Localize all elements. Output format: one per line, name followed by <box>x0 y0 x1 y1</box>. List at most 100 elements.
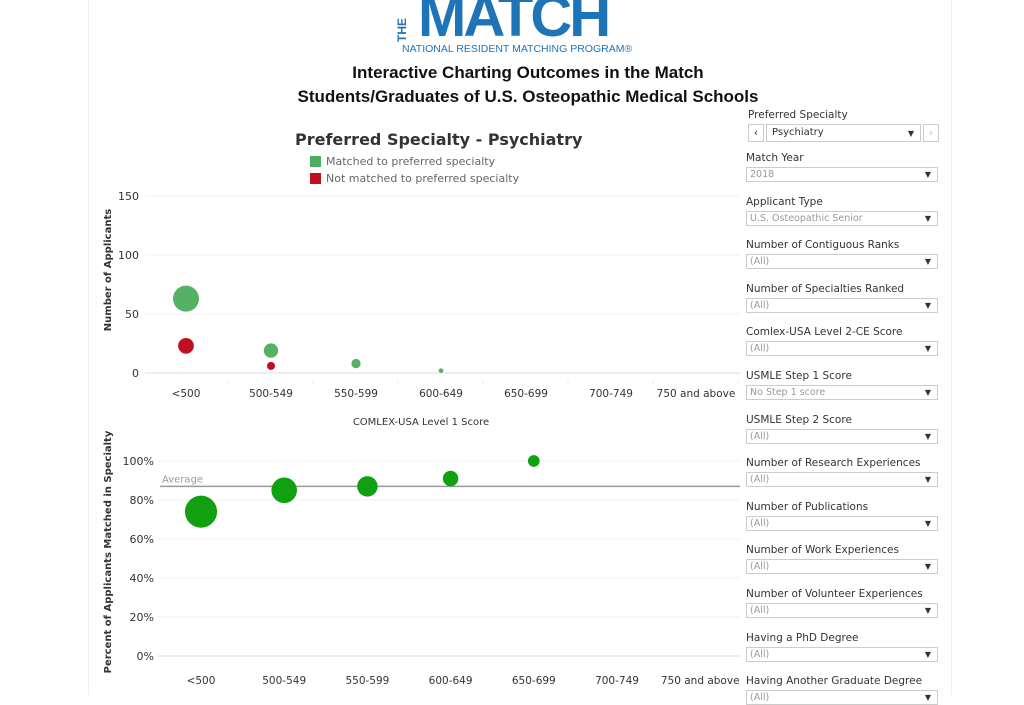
y-axis-title: Number of Applicants <box>103 209 114 331</box>
x-tick-label: 750 and above <box>657 388 736 400</box>
chevron-down-icon: ▼ <box>924 300 931 310</box>
page-title: Interactive Charting Outcomes in the Mat… <box>352 63 704 82</box>
chevron-down-icon: ▼ <box>924 518 931 528</box>
filter-select[interactable]: (All) ▼ <box>746 341 938 357</box>
x-tick-label: 750 and above <box>661 675 740 687</box>
x-tick-label: 600-649 <box>419 388 463 400</box>
select-value: (All) <box>750 256 770 268</box>
filter-label: Preferred Specialty <box>748 109 848 121</box>
y-tick-label: 40% <box>130 572 154 585</box>
x-tick-label: 500-549 <box>249 388 293 400</box>
y-tick-label: 0% <box>137 650 154 663</box>
filter-select[interactable]: (All) ▼ <box>746 428 938 444</box>
select-value: (All) <box>750 561 770 573</box>
filter-select[interactable]: U.S. Osteopathic Senior ▼ <box>746 210 938 226</box>
filter-select[interactable]: 2018 ▼ <box>746 167 938 182</box>
bubble-matched[interactable] <box>263 343 279 358</box>
filter-select[interactable]: No Step 1 score ▼ <box>746 385 938 400</box>
select-value: (All) <box>750 474 770 486</box>
prev-specialty-button[interactable]: ‹ <box>748 124 764 142</box>
legend-label: Not matched to preferred specialty <box>326 172 520 185</box>
bubble-matched[interactable] <box>172 285 200 312</box>
bubble-percent-matched[interactable] <box>527 455 540 467</box>
filter-select[interactable]: (All) ▼ <box>746 559 938 575</box>
y-tick-label: 50 <box>125 308 139 321</box>
x-tick-label: 650-699 <box>504 388 548 400</box>
chevron-down-icon: ▼ <box>924 213 931 223</box>
y-tick-label: 100 <box>118 249 139 262</box>
filter-label: Number of Volunteer Experiences <box>746 588 923 600</box>
filter-select[interactable]: (All) ▼ <box>746 472 938 488</box>
bubble-percent-matched[interactable] <box>271 477 297 504</box>
filter-select[interactable]: (All) ▼ <box>746 603 938 618</box>
y-axis-title: Percent of Applicants Matched in Special… <box>103 430 114 673</box>
y-tick-label: 0 <box>132 367 139 380</box>
filter-label: USMLE Step 2 Score <box>746 413 852 426</box>
select-value: (All) <box>750 692 770 704</box>
bubble-percent-matched[interactable] <box>357 476 378 497</box>
chevron-down-icon: ▼ <box>924 649 931 659</box>
x-tick-label: 650-699 <box>512 675 556 687</box>
filter-label: USMLE Step 1 Score <box>746 370 852 382</box>
select-value: (All) <box>750 430 770 442</box>
chevron-down-icon: ▼ <box>924 257 931 267</box>
average-label: Average <box>162 474 203 485</box>
filter-label: Having a PhD Degree <box>746 631 859 644</box>
y-tick-label: 150 <box>118 190 139 203</box>
legend-not-matched[interactable]: Not matched to preferred specialty <box>310 172 519 185</box>
x-axis-title: COMLEX-USA Level 1 Score <box>353 417 489 428</box>
filter-label: Having Another Graduate Degree <box>746 675 923 688</box>
chevron-down-icon: ▼ <box>924 388 931 397</box>
filter-select[interactable]: (All) ▼ <box>746 254 938 270</box>
chevron-down-icon: ▼ <box>924 475 931 485</box>
x-tick-label: 550-599 <box>334 388 378 400</box>
select-value: (All) <box>750 343 770 355</box>
x-tick-label: 500-549 <box>262 675 306 687</box>
legend-matched[interactable]: Matched to preferred specialty <box>310 155 495 168</box>
bubble-matched[interactable] <box>438 368 444 373</box>
select-value: Psychiatry <box>772 127 824 138</box>
chart-title: Preferred Specialty - Psychiatry <box>295 130 583 149</box>
select-value: (All) <box>750 299 770 311</box>
bubble-not-matched[interactable] <box>266 361 276 370</box>
filter-select[interactable]: (All) ▼ <box>746 515 938 531</box>
bubble-percent-matched[interactable] <box>442 470 459 487</box>
x-tick-label: <500 <box>187 675 216 687</box>
filter-label: Number of Contiguous Ranks <box>746 239 900 252</box>
filter-label: Comlex-USA Level 2-CE Score <box>746 326 903 339</box>
x-tick-label: <500 <box>172 388 201 400</box>
filter-label: Match Year <box>746 152 804 164</box>
next-specialty-button[interactable]: › <box>923 124 939 142</box>
chevron-down-icon: ▼ <box>924 431 931 441</box>
chevron-down-icon: ▼ <box>924 562 931 572</box>
filter-select[interactable]: (All) ▼ <box>746 646 938 662</box>
y-tick-label: 20% <box>130 611 154 624</box>
filter-select[interactable]: (All) ▼ <box>746 297 938 313</box>
chevron-down-icon: ▼ <box>924 693 931 703</box>
filter-select[interactable]: (All) ▼ <box>746 690 938 705</box>
bubble-not-matched[interactable] <box>178 337 194 354</box>
x-tick-label: 700-749 <box>595 675 639 687</box>
select-value: (All) <box>750 605 770 616</box>
x-tick-label: 550-599 <box>345 675 389 687</box>
legend-swatch <box>310 173 321 184</box>
select-value: (All) <box>750 648 770 660</box>
logo-subtitle: NATIONAL RESIDENT MATCHING PROGRAM® <box>402 43 633 55</box>
select-value: U.S. Osteopathic Senior <box>750 212 863 224</box>
filter-label: Number of Specialties Ranked <box>746 282 905 295</box>
legend-label: Matched to preferred specialty <box>326 155 496 168</box>
filter-label: Applicant Type <box>746 195 823 208</box>
y-tick-label: 60% <box>130 533 154 546</box>
logo-match: MATCH <box>418 0 609 42</box>
chevron-down-icon: ▼ <box>924 344 931 354</box>
filter-label: Number of Publications <box>746 500 869 513</box>
y-tick-label: 80% <box>130 494 154 507</box>
bubble-percent-matched[interactable] <box>184 495 218 528</box>
nrmp-logo: THE MATCH NATIONAL RESIDENT MATCHING PRO… <box>395 0 646 56</box>
bubble-matched[interactable] <box>351 358 361 369</box>
preferred-specialty-select[interactable]: Psychiatry ▼ <box>766 124 921 142</box>
x-tick-label: 600-649 <box>429 675 473 687</box>
x-tick-label: 700-749 <box>589 388 633 400</box>
legend-swatch <box>310 156 321 167</box>
